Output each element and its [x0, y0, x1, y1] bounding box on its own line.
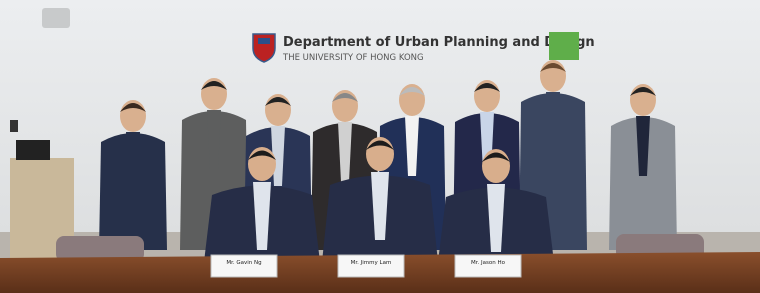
department-title: Department of Urban Planning and Design — [283, 35, 595, 50]
name-plates: Mr. Gavin Ng Mr. Jimmy Lam Mr. Jason Ho — [211, 255, 521, 277]
university-name: THE UNIVERSITY OF HONG KONG — [282, 53, 424, 63]
name-plate-text: Mr. Jason Ho — [471, 260, 506, 266]
name-plate-text: Mr. Gavin Ng — [226, 260, 261, 266]
laptop — [16, 140, 50, 160]
switch — [10, 120, 18, 132]
photo: Department of Urban Planning and Design … — [0, 0, 760, 293]
camera — [42, 8, 70, 28]
name-plate — [455, 255, 521, 277]
name-plate-text: Mr. Jimmy Lam — [351, 260, 392, 266]
logo — [253, 34, 275, 62]
green-logo — [549, 32, 579, 60]
name-plate — [338, 255, 404, 277]
name-plate — [211, 255, 277, 277]
